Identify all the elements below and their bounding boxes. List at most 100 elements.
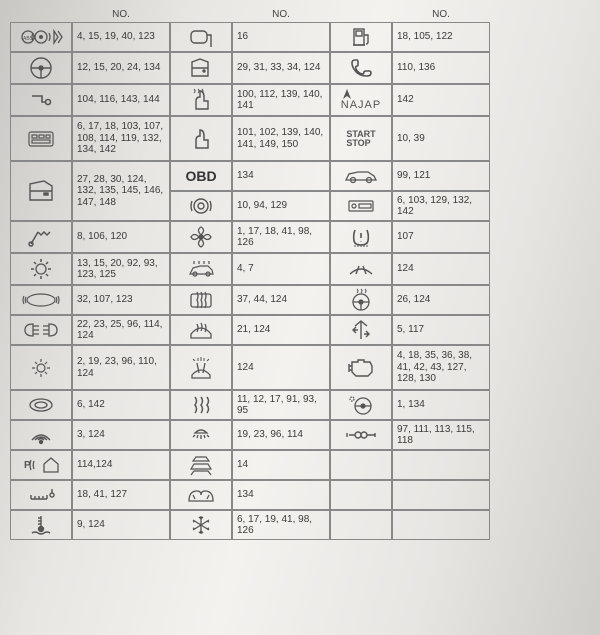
cell-b5: 134 [232,161,330,191]
cell-a1: 4, 15, 19, 40, 123 [72,22,170,52]
col-header-blank-3 [330,8,392,22]
cell-a8: 32, 107, 123 [72,285,170,315]
battery-connector-icon [330,420,392,450]
gear-sun-icon [10,253,72,285]
snowflake-icon [170,510,232,540]
cell-a13: 114,124 [72,450,170,480]
cell-c7: 107 [392,221,490,253]
cell-a3: 104, 116, 143, 144 [72,84,170,116]
cell-c10: 5, 117 [392,315,490,345]
cell-c13: 97, 111, 113, 115, 118 [392,420,490,450]
mirror-icon [170,22,232,52]
cell-c8: 124 [392,253,490,285]
door-panel-icon [10,161,72,221]
cell-c14 [392,450,490,480]
najap-label: NAJAP [341,99,381,111]
instrument-cluster-icon [10,116,72,161]
dome-light-icon [170,420,232,450]
cell-c5: 99, 121 [392,161,490,191]
cell-a5: 27, 28, 30, 124, 132, 135, 145, 146, 147… [72,161,170,221]
cell-a4: 6, 17, 18, 103, 107, 108, 114, 119, 132,… [72,116,170,161]
cell-a2: 12, 15, 20, 24, 134 [72,52,170,84]
col-header-no-1: NO. [72,8,170,22]
tpms-icon [330,221,392,253]
cell-b4: 101, 102, 139, 140, 141, 149, 150 [232,116,330,161]
car-top-sensor-icon [10,285,72,315]
check-engine-icon [330,345,392,390]
cell-c16 [392,510,490,540]
windshield-defrost-icon [170,315,232,345]
car-wash-icon [170,253,232,285]
light-bulb-icon [10,345,72,390]
gauge-cluster-icon [170,480,232,510]
cell-b14: 14 [232,450,330,480]
cell-c2: 110, 136 [392,52,490,84]
heat-waves-icon [170,390,232,420]
wifi-signal-icon [10,420,72,450]
rear-defrost-icon [170,285,232,315]
car-side-icon [330,161,392,191]
fuel-pump-icon [330,22,392,52]
cell-b9: 37, 44, 124 [232,285,330,315]
navigation-icon: NAJAP [330,84,392,116]
cell-a9: 22, 23, 25, 96, 114, 124 [72,315,170,345]
phone-icon [330,52,392,84]
col-header-no-2: NO. [232,8,330,22]
steering-assist-icon [330,390,392,420]
coolant-temp-icon [10,510,72,540]
cell-b6: 10, 94, 129 [232,191,330,221]
cell-c4: 10, 39 [392,116,490,161]
radio-unit-icon [330,191,392,221]
brake-disc-icon [170,191,232,221]
washer-fluid-icon [170,345,232,390]
start-stop-icon: STARTSTOP [330,116,392,161]
cell-c15 [392,480,490,510]
car-stack-icon [170,450,232,480]
cell-a14: 18, 41, 127 [72,480,170,510]
obd-icon: OBD [170,161,232,191]
cell-c6: 6, 103, 129, 132, 142 [392,191,490,221]
col-header-blank-2 [170,8,232,22]
cell-b11: 124 [232,345,330,390]
wiper-icon [330,253,392,285]
temperature-gauge-icon [10,480,72,510]
cell-a11: 6, 142 [72,390,170,420]
tire-icon [10,390,72,420]
cell-a12: 3, 124 [72,420,170,450]
cell-b13: 19, 23, 96, 114 [232,420,330,450]
cell-a15: 9, 124 [72,510,170,540]
reference-grid: NO. NO. NO. ABS 4, 15, 19, 40, 123 16 18… [10,8,590,540]
seat-heater-icon [170,84,232,116]
trailer-hitch-icon [10,84,72,116]
park-assist-home-icon: P [10,450,72,480]
heated-steering-icon [330,285,392,315]
col-header-no-3: NO. [392,8,490,22]
cell-b16: 6, 17, 19, 41, 98, 126 [232,510,330,540]
reference-sheet: NO. NO. NO. ABS 4, 15, 19, 40, 123 16 18… [0,0,600,635]
cell-b3: 100, 112, 139, 140, 141 [232,84,330,116]
cell-b12: 11, 12, 17, 91, 93, 95 [232,390,330,420]
cell-b2: 29, 31, 33, 34, 124 [232,52,330,84]
cell-c1: 18, 105, 122 [392,22,490,52]
cell-a7: 13, 15, 20, 92, 93, 123, 125 [72,253,170,285]
cell-b15: 134 [232,480,330,510]
cell-c9: 26, 124 [392,285,490,315]
door-icon [170,52,232,84]
cell-b8: 4, 7 [232,253,330,285]
steering-wheel-icon [10,52,72,84]
cell-a6: 8, 106, 120 [72,221,170,253]
empty-c15 [330,480,392,510]
cell-c3: 142 [392,84,490,116]
stop-label: STOP [346,139,375,148]
cell-c11: 4, 18, 35, 36, 38, 41, 42, 43, 127, 128,… [392,345,490,390]
cell-b10: 21, 124 [232,315,330,345]
shock-absorber-icon [10,221,72,253]
cell-c12: 1, 134 [392,390,490,420]
cell-b7: 1, 17, 18, 41, 98, 126 [232,221,330,253]
empty-c14 [330,450,392,480]
headlight-icon [10,315,72,345]
abs-brake-warning-icon: ABS [10,22,72,52]
seat-icon [170,116,232,161]
transfer-arrows-icon [330,315,392,345]
cell-b1: 16 [232,22,330,52]
